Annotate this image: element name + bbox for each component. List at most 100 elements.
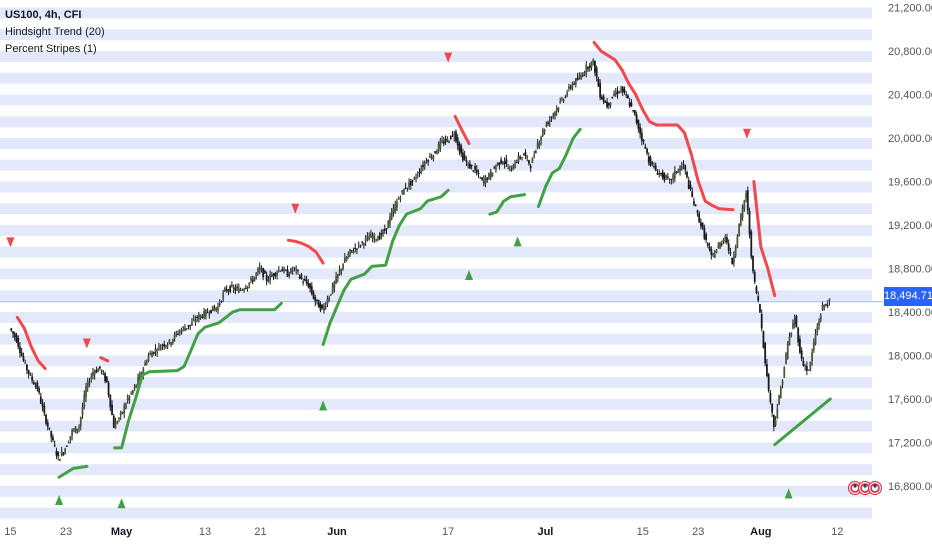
candle-body	[790, 332, 793, 337]
stripe-band	[0, 29, 872, 41]
candle-body	[396, 201, 398, 209]
down-marker	[291, 203, 300, 214]
candle-body	[78, 426, 80, 428]
legend-indicator-stripes[interactable]: Percent Stripes (1)	[5, 43, 97, 55]
candle-body	[104, 373, 106, 382]
candle-body	[328, 297, 331, 301]
candle-body	[463, 155, 466, 160]
candle-body	[380, 233, 383, 236]
candle-body	[574, 78, 577, 85]
candle-body	[766, 363, 768, 377]
candle-body	[460, 145, 463, 154]
candle-body	[420, 168, 423, 174]
candle-body	[69, 436, 72, 440]
legend-symbol[interactable]: US100, 4h, CFI	[5, 9, 82, 21]
candle-body	[276, 272, 278, 276]
candle-body	[588, 65, 591, 68]
up-marker	[319, 400, 328, 411]
candle-body	[81, 407, 84, 416]
candle-body	[98, 366, 101, 369]
candle-body	[149, 353, 152, 355]
candle-body	[486, 178, 489, 180]
stripe-band	[0, 138, 872, 149]
candle-body	[538, 142, 541, 147]
candle-body	[218, 303, 221, 305]
candle-body	[220, 301, 223, 303]
legend-indicator-hindsight[interactable]: Hindsight Trend (20)	[5, 26, 105, 38]
candle-body	[618, 92, 621, 94]
candle-body	[819, 315, 822, 321]
trend-down-line	[99, 356, 110, 363]
stripe-band	[0, 268, 872, 280]
candle-body	[743, 200, 746, 209]
candle-body	[253, 276, 256, 282]
candle-body	[173, 333, 176, 340]
candle-body	[224, 287, 226, 292]
candle-body	[364, 237, 367, 242]
y-tick-label: 20,000.00	[888, 133, 932, 145]
candle-body	[144, 362, 146, 366]
trend-down-line	[752, 180, 777, 298]
candle-body	[793, 318, 796, 324]
candle-body	[86, 380, 89, 388]
candle-body	[554, 111, 556, 117]
candle-body	[354, 247, 357, 249]
candle-body	[131, 390, 134, 394]
down-marker	[82, 338, 91, 349]
candle-body	[140, 372, 143, 374]
stripe-band	[0, 333, 872, 345]
candle-body	[323, 305, 325, 312]
candle-body	[274, 272, 277, 276]
candle-body	[811, 352, 813, 361]
candle-body	[236, 286, 239, 289]
candle-body	[260, 268, 263, 270]
candle-body	[663, 173, 666, 181]
candle-body	[390, 211, 393, 220]
trend-down-line	[286, 238, 325, 265]
x-tick-label: 23	[692, 526, 704, 538]
candle-body	[818, 321, 820, 326]
candle-body	[133, 386, 136, 389]
candle-body	[352, 251, 355, 254]
candle-body	[552, 114, 555, 117]
candle-body	[340, 268, 343, 272]
candle-body	[79, 417, 82, 426]
candle-body	[644, 146, 647, 149]
x-tick-label: Jul	[537, 526, 553, 538]
candle-body	[600, 96, 603, 100]
candle-body	[88, 382, 91, 385]
candle-body	[519, 156, 522, 159]
trend-down-line	[592, 40, 735, 212]
candle-body	[710, 249, 713, 256]
candle-body	[34, 385, 37, 387]
candle-body	[489, 171, 492, 179]
candlesticks	[0, 58, 884, 461]
hindsight-trend-lines	[15, 40, 832, 479]
candle-body	[36, 382, 39, 390]
candle-body	[557, 107, 560, 111]
candle-body	[359, 245, 362, 247]
candle-body	[673, 170, 676, 179]
candle-body	[468, 163, 471, 169]
candle-body	[474, 166, 476, 170]
candle-body	[573, 83, 575, 85]
candle-body	[661, 171, 664, 178]
candle-body	[458, 143, 461, 152]
candle-body	[804, 365, 807, 367]
candle-body	[441, 140, 443, 143]
candle-body	[251, 280, 254, 282]
candle-body	[672, 174, 675, 180]
stripe-band	[0, 203, 872, 215]
y-tick-label: 20,400.00	[888, 90, 932, 102]
candle-body	[828, 298, 831, 301]
candle-body	[512, 167, 515, 171]
candle-body	[71, 430, 73, 436]
candle-body	[585, 64, 588, 73]
candle-body	[326, 298, 329, 305]
candle-body	[465, 160, 468, 162]
candle-body	[500, 159, 503, 164]
candle-body	[449, 135, 452, 139]
candle-body	[217, 306, 219, 311]
stripe-band	[0, 181, 872, 193]
